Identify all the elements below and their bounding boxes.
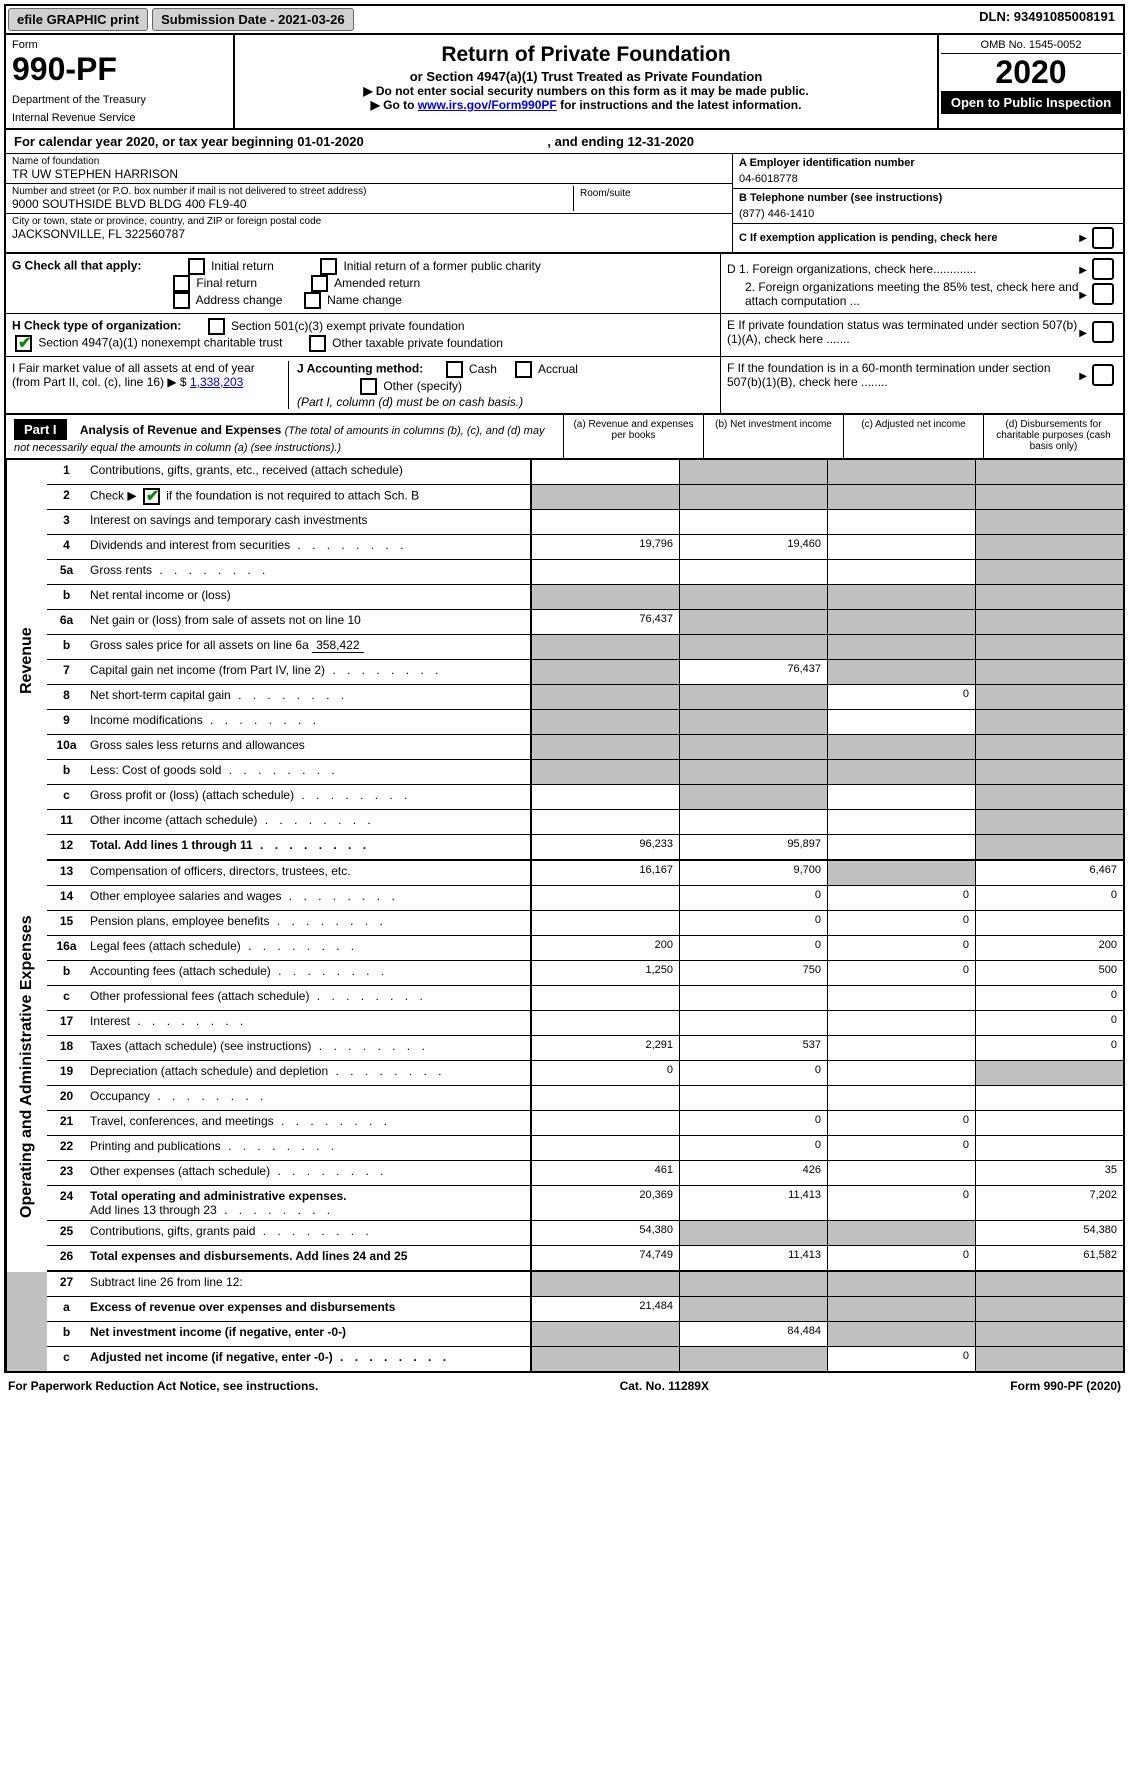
- revenue-section: Revenue 1Contributions, gifts, grants, e…: [6, 460, 1123, 861]
- section-i: I Fair market value of all assets at end…: [12, 361, 289, 409]
- efile-button[interactable]: efile GRAPHIC print: [8, 8, 148, 31]
- fmv-link[interactable]: 1,338,203: [190, 375, 243, 389]
- note-link: ▶ Go to www.irs.gov/Form990PF for instru…: [241, 98, 931, 112]
- dept-irs: Internal Revenue Service: [12, 112, 227, 124]
- checkbox-c[interactable]: [1092, 227, 1114, 249]
- cb-final[interactable]: [173, 275, 190, 292]
- summary-section: 27Subtract line 26 from line 12: aExcess…: [6, 1272, 1123, 1371]
- paperwork-notice: For Paperwork Reduction Act Notice, see …: [8, 1379, 318, 1393]
- arrow-icon: [1079, 232, 1089, 244]
- note-ssn: ▶ Do not enter social security numbers o…: [241, 84, 931, 98]
- cb-sch-b[interactable]: [143, 488, 160, 505]
- cb-accrual[interactable]: [515, 361, 532, 378]
- form-subtitle: or Section 4947(a)(1) Trust Treated as P…: [241, 69, 931, 84]
- section-e: E If private foundation status was termi…: [720, 314, 1123, 356]
- section-f: F If the foundation is in a 60-month ter…: [720, 357, 1123, 413]
- entity-block: Name of foundation TR UW STEPHEN HARRISO…: [6, 154, 1123, 254]
- form-number: 990-PF: [12, 51, 227, 88]
- exemption-pending-row: C If exemption application is pending, c…: [733, 224, 1123, 252]
- submission-date: Submission Date - 2021-03-26: [152, 8, 354, 31]
- entity-right: A Employer identification number 04-6018…: [732, 154, 1123, 252]
- ein-row: A Employer identification number 04-6018…: [733, 154, 1123, 189]
- dept-treasury: Department of the Treasury: [12, 94, 227, 106]
- open-inspection: Open to Public Inspection: [941, 91, 1121, 114]
- header-left: Form 990-PF Department of the Treasury I…: [6, 35, 235, 128]
- cb-name-change[interactable]: [304, 292, 321, 309]
- section-ij: I Fair market value of all assets at end…: [6, 357, 1123, 415]
- header-center: Return of Private Foundation or Section …: [235, 35, 937, 128]
- address-row: Number and street (or P.O. box number if…: [6, 184, 732, 214]
- tax-year: 2020: [941, 54, 1121, 91]
- section-h: H Check type of organization: Section 50…: [6, 314, 1123, 357]
- phone-row: B Telephone number (see instructions) (8…: [733, 189, 1123, 224]
- cb-initial[interactable]: [188, 258, 205, 275]
- cb-501c3[interactable]: [208, 318, 225, 335]
- section-j: J Accounting method: Cash Accrual Other …: [289, 361, 714, 409]
- revenue-label: Revenue: [6, 460, 47, 861]
- section-g: G Check all that apply: Initial return I…: [6, 254, 1123, 314]
- cb-e[interactable]: [1092, 321, 1114, 343]
- form-ref: Form 990-PF (2020): [1010, 1379, 1121, 1393]
- part1-header-row: Part I Analysis of Revenue and Expenses …: [6, 415, 1123, 460]
- city-row: City or town, state or province, country…: [6, 214, 732, 243]
- entity-left: Name of foundation TR UW STEPHEN HARRISO…: [6, 154, 732, 252]
- cb-other-method[interactable]: [360, 378, 377, 395]
- dln-number: DLN: 93491085008191: [971, 6, 1123, 33]
- cb-initial-former[interactable]: [320, 258, 337, 275]
- col-c-head: (c) Adjusted net income: [843, 415, 983, 458]
- part1-label: Part I: [14, 419, 67, 440]
- room-suite: Room/suite: [573, 186, 726, 211]
- form-title: Return of Private Foundation: [241, 43, 931, 67]
- foundation-name-row: Name of foundation TR UW STEPHEN HARRISO…: [6, 154, 732, 184]
- page-footer: For Paperwork Reduction Act Notice, see …: [0, 1377, 1129, 1395]
- form-990pf: efile GRAPHIC print Submission Date - 20…: [4, 4, 1125, 1373]
- cb-cash[interactable]: [446, 361, 463, 378]
- irs-link[interactable]: www.irs.gov/Form990PF: [418, 98, 557, 112]
- cb-amended[interactable]: [311, 275, 328, 292]
- cb-f[interactable]: [1092, 364, 1114, 386]
- cb-d2[interactable]: [1092, 283, 1114, 305]
- calendar-year-row: For calendar year 2020, or tax year begi…: [6, 130, 1123, 154]
- header-right: OMB No. 1545-0052 2020 Open to Public In…: [937, 35, 1123, 128]
- expenses-section: Operating and Administrative Expenses 13…: [6, 861, 1123, 1272]
- form-label: Form: [12, 39, 227, 51]
- cb-4947a1[interactable]: [15, 335, 32, 352]
- expenses-label: Operating and Administrative Expenses: [6, 861, 47, 1272]
- section-d: D 1. Foreign organizations, check here..…: [720, 254, 1123, 313]
- cb-addr-change[interactable]: [173, 292, 190, 309]
- top-bar: efile GRAPHIC print Submission Date - 20…: [6, 6, 1123, 35]
- form-header: Form 990-PF Department of the Treasury I…: [6, 35, 1123, 130]
- col-a-head: (a) Revenue and expenses per books: [563, 415, 703, 458]
- omb-number: OMB No. 1545-0052: [941, 37, 1121, 54]
- col-b-head: (b) Net investment income: [703, 415, 843, 458]
- cb-other-taxable[interactable]: [309, 335, 326, 352]
- col-d-head: (d) Disbursements for charitable purpose…: [983, 415, 1123, 458]
- cb-d1[interactable]: [1092, 258, 1114, 280]
- cat-number: Cat. No. 11289X: [620, 1379, 709, 1393]
